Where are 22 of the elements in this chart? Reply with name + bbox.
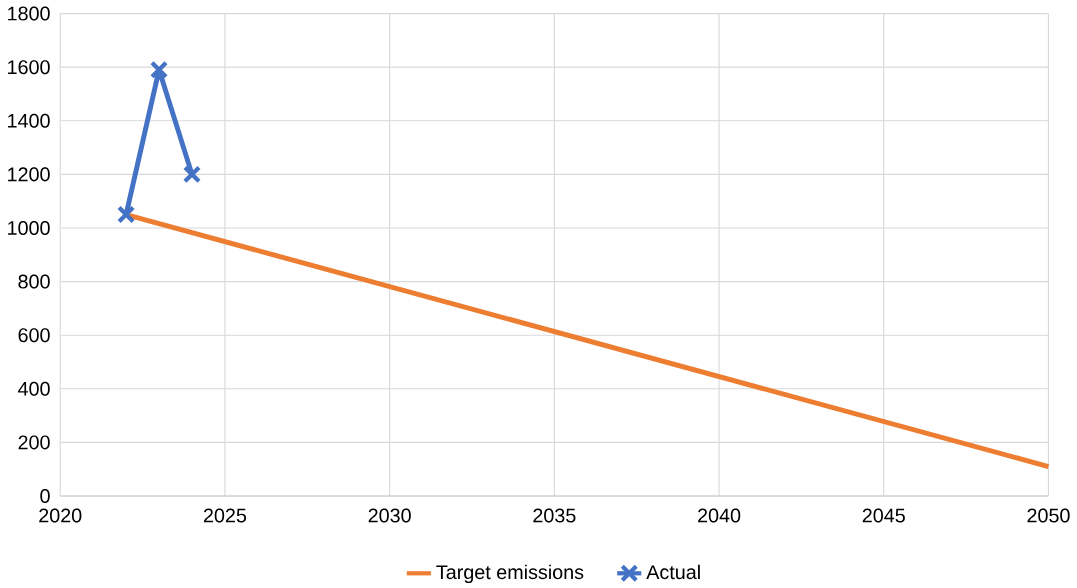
point xyxy=(116,205,136,224)
y-tick-label: 1000 xyxy=(8,221,50,236)
y-tick-label: 400 xyxy=(18,382,50,396)
y-tick-label: 600 xyxy=(18,328,50,343)
x-tick-label: 2050 xyxy=(1027,508,1070,523)
legend-label: Actual xyxy=(646,564,700,580)
x-tick-label: 2045 xyxy=(862,508,905,523)
x-tick-label: 2035 xyxy=(533,508,576,523)
y-tick-label: 800 xyxy=(18,274,50,289)
x-tick-label: 2020 xyxy=(39,508,82,523)
y-tick-label: 1800 xyxy=(8,6,50,21)
point xyxy=(182,165,202,184)
point xyxy=(149,60,169,80)
y-tick-label: 1400 xyxy=(8,113,50,128)
legend-label: Target emissions xyxy=(436,564,584,584)
y-tick-label: 0 xyxy=(40,489,50,504)
x-tick-label: 2040 xyxy=(698,508,741,523)
y-tick-label: 200 xyxy=(18,435,50,450)
y-tick-label: 1600 xyxy=(8,60,50,75)
x-tick-label: 2025 xyxy=(203,508,247,523)
x-tick-label: 2030 xyxy=(368,508,411,523)
y-tick-label: 1200 xyxy=(8,167,50,182)
